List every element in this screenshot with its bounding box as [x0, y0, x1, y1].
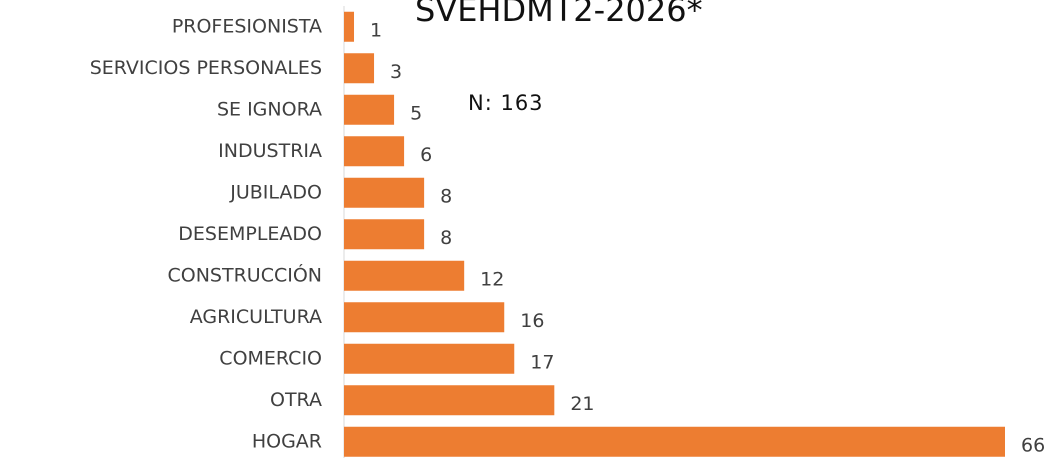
- category-label: INDUSTRIA: [218, 140, 322, 162]
- bar: [344, 219, 425, 250]
- bar: [344, 177, 425, 208]
- category-label: DESEMPLEADO: [178, 223, 322, 245]
- value-label: 6: [420, 144, 432, 166]
- value-label: 8: [440, 185, 452, 207]
- value-label: 16: [520, 310, 544, 332]
- chart-title: SVEHDMT2-2026*: [415, 0, 703, 29]
- bar: [344, 136, 405, 167]
- annotation: N: 163: [468, 91, 544, 115]
- value-label: 1: [370, 19, 382, 41]
- category-label: SE IGNORA: [217, 98, 322, 120]
- bar: [344, 94, 395, 125]
- value-label: 12: [480, 268, 504, 290]
- value-label: 21: [570, 393, 594, 415]
- category-label: AGRICULTURA: [190, 306, 322, 328]
- value-label: 3: [390, 61, 402, 83]
- value-label: 8: [440, 227, 452, 249]
- category-label: PROFESIONISTA: [172, 15, 322, 37]
- category-label: JUBILADO: [229, 181, 322, 203]
- bar: [344, 343, 515, 374]
- category-label: OTRA: [270, 389, 322, 411]
- bar: [344, 302, 505, 333]
- bar: [344, 426, 1005, 457]
- value-label: 66: [1021, 434, 1045, 456]
- bar: [344, 53, 375, 84]
- category-label: HOGAR: [252, 430, 322, 452]
- category-label: COMERCIO: [219, 347, 322, 369]
- value-label: 17: [530, 351, 554, 373]
- category-label: CONSTRUCCIÓN: [167, 262, 322, 286]
- value-label: 5: [410, 102, 422, 124]
- category-label: SERVICIOS PERSONALES: [90, 57, 322, 79]
- bar: [344, 11, 355, 42]
- bar: [344, 260, 465, 291]
- bar: [344, 385, 555, 416]
